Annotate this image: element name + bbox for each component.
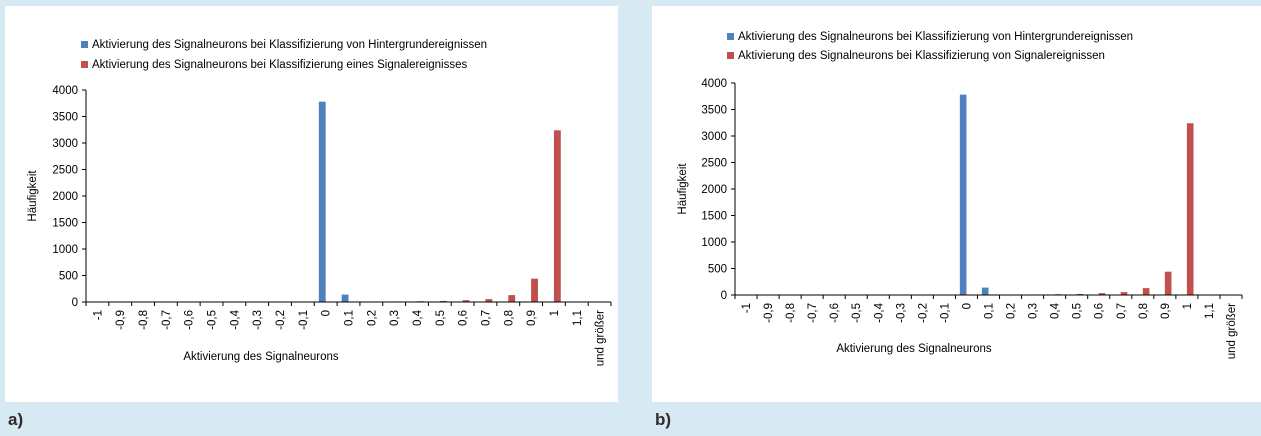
chart-0-xtick-label-9: -0,1 bbox=[298, 310, 310, 330]
chart-1-bar-s1-15 bbox=[1076, 293, 1084, 295]
chart-0-xtick-label-16: 0,6 bbox=[458, 310, 470, 326]
chart-0-xtick-label-10: 0 bbox=[321, 310, 333, 316]
chart-1-legend-label-0: Aktivierung des Signalneurons bei Klassi… bbox=[738, 31, 1133, 43]
chart-1-legend-label-1: Aktivierung des Signalneurons bei Klassi… bbox=[738, 50, 1105, 62]
chart-1-ytick-label-1: 500 bbox=[708, 264, 727, 276]
chart-0-xtick-label-12: 0,2 bbox=[366, 310, 378, 326]
chart-1-ytick-label-4: 2000 bbox=[701, 184, 727, 196]
chart-1-y-axis-title: Häufigkeit bbox=[677, 163, 689, 215]
chart-0-ytick-label-6: 3000 bbox=[52, 138, 78, 150]
chart-1-legend-swatch-1 bbox=[727, 52, 734, 59]
chart-1-xtick-label-2: -0,8 bbox=[785, 303, 797, 323]
chart-0-xtick-label-17: 0,7 bbox=[480, 310, 492, 326]
chart-0-xtick-label-21: 1,1 bbox=[572, 310, 584, 326]
chart-0-xtick-label-18: 0,8 bbox=[503, 310, 515, 326]
chart-0-xtick-label-3: -0,7 bbox=[161, 310, 173, 330]
chart-1-bar-s1-18 bbox=[1142, 288, 1150, 295]
chart-1-bar-s0-11 bbox=[981, 287, 989, 295]
panel-caption-a: a) bbox=[8, 410, 24, 429]
chart-1-x-axis-title: Aktivierung des Signalneurons bbox=[836, 343, 992, 355]
chart-0-xtick-label-1: -0,9 bbox=[115, 310, 127, 330]
chart-0-x-axis-title: Aktivierung des Signalneurons bbox=[183, 351, 339, 363]
chart-0-xtick-label-2: -0,8 bbox=[138, 310, 150, 330]
chart-1-bar-s1-17 bbox=[1120, 292, 1128, 295]
chart-1-xtick-label-7: -0,3 bbox=[895, 303, 907, 323]
chart-1-ytick-label-6: 3000 bbox=[701, 131, 727, 143]
chart-1-ytick-label-3: 1500 bbox=[701, 211, 727, 223]
chart-0-xtick-label-4: -0,6 bbox=[184, 310, 196, 330]
chart-0-legend-swatch-0 bbox=[81, 41, 88, 48]
chart-0-bar-s1-18 bbox=[508, 295, 516, 302]
chart-1-xtick-label-16: 0,6 bbox=[1094, 303, 1106, 319]
chart-0-xtick-label-0: -1 bbox=[92, 310, 104, 320]
chart-0-ytick-label-2: 1000 bbox=[52, 244, 78, 256]
chart-1-xtick-label-14: 0,4 bbox=[1050, 302, 1062, 319]
chart-1-xtick-label-10: 0 bbox=[961, 303, 973, 309]
histogram-chart-b: Aktivierung des Signalneurons bei Klassi… bbox=[677, 31, 1243, 359]
chart-0-ytick-label-7: 3500 bbox=[52, 112, 78, 124]
panel-caption-b: b) bbox=[655, 410, 672, 429]
chart-1-bar-s0-10 bbox=[959, 94, 967, 295]
chart-0-xtick-label-20: 1 bbox=[549, 310, 561, 316]
chart-0-xtick-label-22: und größer bbox=[595, 310, 607, 366]
chart-1-xtick-label-1: -0,9 bbox=[763, 303, 775, 323]
chart-0-bar-s0-11 bbox=[341, 294, 349, 302]
chart-1-xtick-label-21: 1,1 bbox=[1204, 303, 1216, 319]
chart-0-legend-swatch-1 bbox=[81, 61, 88, 68]
chart-0-bar-s1-17 bbox=[485, 299, 493, 302]
chart-0-xtick-label-14: 0,4 bbox=[412, 309, 424, 326]
chart-1-xtick-label-8: -0,2 bbox=[917, 303, 929, 323]
chart-1-xtick-label-22: und größer bbox=[1226, 303, 1238, 359]
histogram-chart-a: Aktivierung des Signalneurons bei Klassi… bbox=[27, 39, 612, 366]
chart-0-ytick-label-8: 4000 bbox=[52, 85, 78, 97]
chart-0-ytick-label-3: 1500 bbox=[52, 218, 78, 230]
chart-panel-b: Aktivierung des Signalneurons bei Klassi… bbox=[652, 6, 1261, 402]
chart-0-bar-s1-16 bbox=[462, 300, 470, 302]
chart-1-xtick-label-17: 0,7 bbox=[1116, 303, 1128, 319]
chart-1-xtick-label-13: 0,3 bbox=[1028, 303, 1040, 319]
chart-0-bar-s1-15 bbox=[439, 300, 447, 302]
chart-0-legend-label-1: Aktivierung des Signalneurons bei Klassi… bbox=[92, 59, 467, 71]
chart-1-xtick-label-5: -0,5 bbox=[851, 303, 863, 323]
chart-1-bar-s1-16 bbox=[1098, 293, 1106, 295]
chart-1-bar-s1-20 bbox=[1186, 123, 1194, 295]
chart-1-ytick-label-7: 3500 bbox=[701, 105, 727, 117]
chart-1-ytick-label-8: 4000 bbox=[701, 78, 727, 90]
chart-1-bar-s1-19 bbox=[1164, 271, 1172, 295]
chart-1-xtick-label-15: 0,5 bbox=[1072, 303, 1084, 319]
chart-1-xtick-label-4: -0,6 bbox=[829, 303, 841, 323]
chart-1-ytick-label-0: 0 bbox=[721, 290, 727, 302]
chart-1-xtick-label-9: -0,1 bbox=[939, 303, 951, 323]
chart-0-xtick-label-15: 0,5 bbox=[435, 310, 447, 326]
chart-panel-a: Aktivierung des Signalneurons bei Klassi… bbox=[5, 6, 618, 402]
chart-0-ytick-label-4: 2000 bbox=[52, 191, 78, 203]
chart-0-bar-s1-20 bbox=[553, 130, 561, 302]
chart-1-ytick-label-5: 2500 bbox=[701, 158, 727, 170]
chart-1-xtick-label-6: -0,4 bbox=[873, 302, 885, 322]
chart-1-xtick-label-3: -0,7 bbox=[807, 303, 819, 323]
chart-1-xtick-label-19: 0,9 bbox=[1160, 303, 1172, 319]
chart-0-xtick-label-11: 0,1 bbox=[344, 310, 356, 326]
chart-0-xtick-label-8: -0,2 bbox=[275, 310, 287, 330]
chart-1-xtick-label-18: 0,8 bbox=[1138, 303, 1150, 319]
chart-0-legend-label-0: Aktivierung des Signalneurons bei Klassi… bbox=[92, 39, 487, 51]
chart-0-xtick-label-6: -0,4 bbox=[229, 309, 241, 329]
chart-1-ytick-label-2: 1000 bbox=[701, 237, 727, 249]
chart-0-xtick-label-5: -0,5 bbox=[207, 310, 219, 330]
chart-1-xtick-label-0: -1 bbox=[741, 303, 753, 313]
chart-0-xtick-label-7: -0,3 bbox=[252, 310, 264, 330]
chart-1-xtick-label-11: 0,1 bbox=[984, 303, 996, 319]
chart-0-bar-s1-19 bbox=[531, 278, 538, 302]
chart-0-ytick-label-5: 2500 bbox=[52, 165, 78, 177]
chart-0-bar-s0-10 bbox=[318, 101, 326, 302]
chart-1-legend-swatch-0 bbox=[727, 33, 734, 40]
chart-1-xtick-label-20: 1 bbox=[1182, 303, 1194, 309]
chart-0-xtick-label-13: 0,3 bbox=[389, 310, 401, 326]
chart-0-y-axis-title: Häufigkeit bbox=[27, 170, 39, 222]
chart-1-xtick-label-12: 0,2 bbox=[1006, 303, 1018, 319]
chart-0-xtick-label-19: 0,9 bbox=[526, 310, 538, 326]
chart-0-ytick-label-0: 0 bbox=[72, 297, 78, 309]
chart-0-ytick-label-1: 500 bbox=[59, 271, 78, 283]
